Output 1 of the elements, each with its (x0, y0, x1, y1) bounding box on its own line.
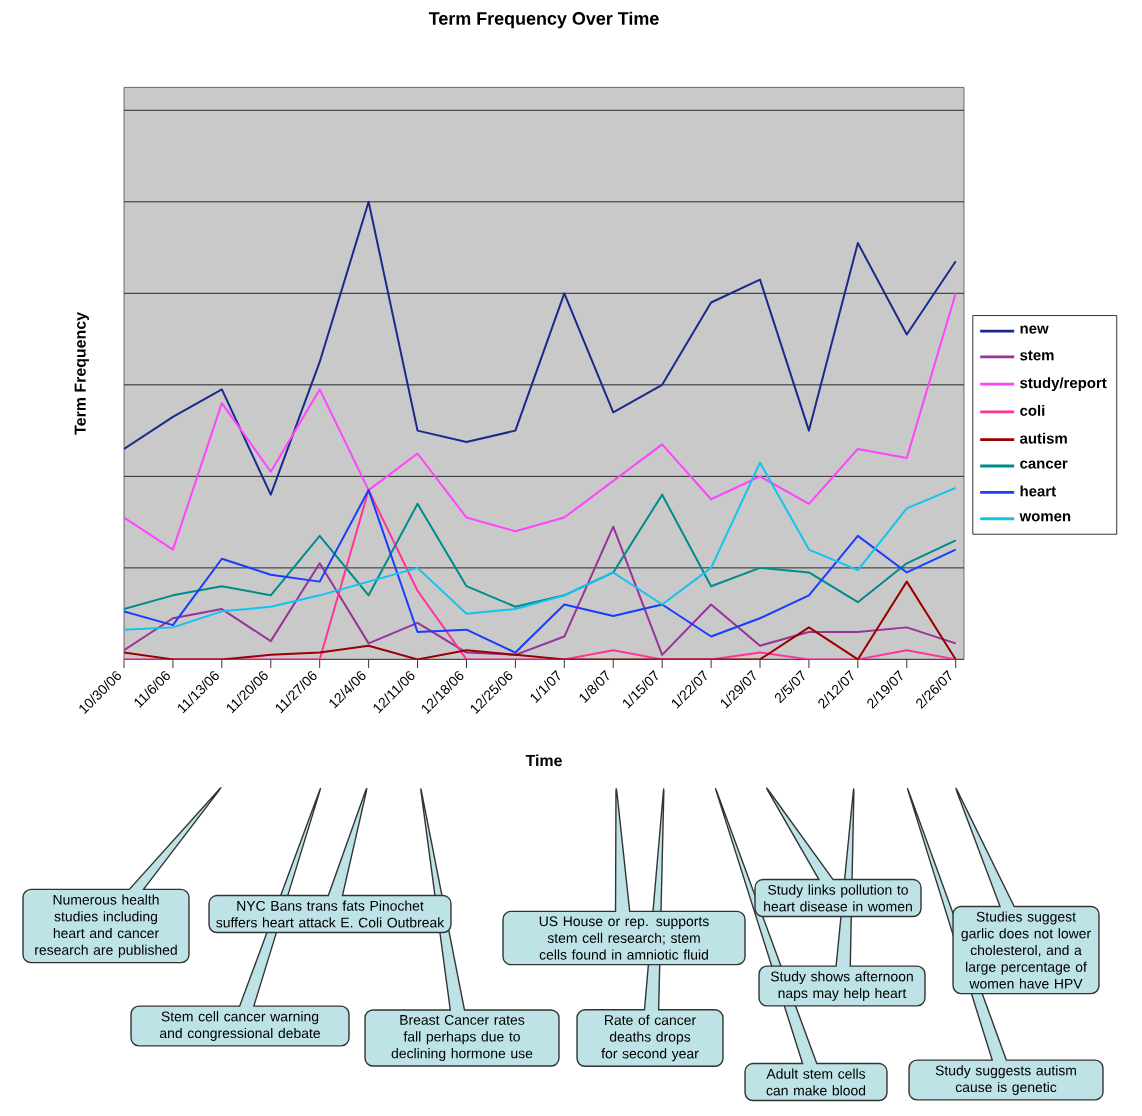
chart-title: Term Frequency Over Time (428, 11, 659, 29)
